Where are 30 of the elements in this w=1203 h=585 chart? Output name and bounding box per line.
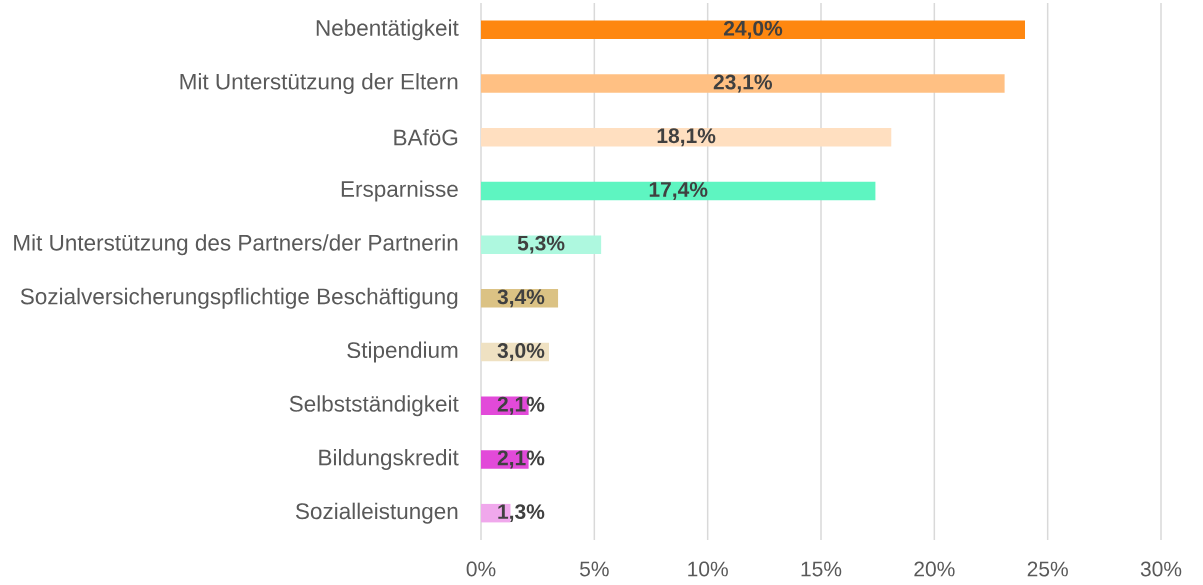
data-label: 3,4% <box>497 289 545 308</box>
data-label: 5,3% <box>517 235 565 254</box>
y-tick-label: Sozialversicherungspflichtige Beschäftigung <box>20 287 458 309</box>
data-label: 23,1% <box>713 74 773 93</box>
data-label: 24,0% <box>723 20 783 39</box>
y-tick-label: Ersparnisse <box>341 180 458 202</box>
y-tick-label: Mit Unterstützung der Eltern <box>180 73 458 95</box>
x-tick-label: 5% <box>580 561 609 577</box>
x-tick-label: 15% <box>801 561 842 577</box>
data-label: 3,0% <box>497 343 545 362</box>
x-tick-label: 25% <box>1027 561 1068 577</box>
bar <box>481 235 602 254</box>
bar <box>481 20 1025 40</box>
bar <box>481 128 892 147</box>
x-tick-label: 0% <box>466 561 496 577</box>
bar <box>481 74 1005 93</box>
data-label: 18,1% <box>657 128 716 147</box>
y-tick-label: BAföG <box>394 129 458 146</box>
bar <box>481 181 876 201</box>
x-tick-label: 10% <box>688 561 728 577</box>
data-label: 1,3% <box>498 504 545 523</box>
x-tick-label: 30% <box>1140 561 1182 577</box>
y-tick-label: Selbstständigkeit <box>289 395 459 417</box>
y-tick-label: Bildungskredit <box>319 448 459 470</box>
y-tick-label: Sozialleistungen <box>295 502 458 524</box>
data-label: 17,4% <box>649 182 708 200</box>
x-tick-label: 20% <box>914 561 955 577</box>
y-tick-label: Mit Unterstützung des Partners/der Partnerin <box>14 234 458 256</box>
y-tick-label: Stipendium <box>347 341 458 363</box>
y-tick-label: Nebentätigkeit <box>316 19 459 41</box>
